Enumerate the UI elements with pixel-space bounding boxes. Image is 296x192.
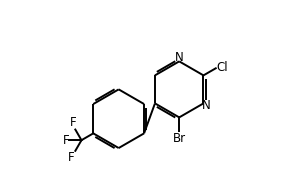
Text: N: N — [202, 98, 211, 112]
Text: Br: Br — [173, 132, 186, 145]
Text: N: N — [175, 51, 184, 65]
Text: F: F — [70, 116, 76, 129]
Text: Cl: Cl — [217, 61, 228, 74]
Text: F: F — [62, 134, 69, 147]
Text: F: F — [68, 151, 74, 164]
